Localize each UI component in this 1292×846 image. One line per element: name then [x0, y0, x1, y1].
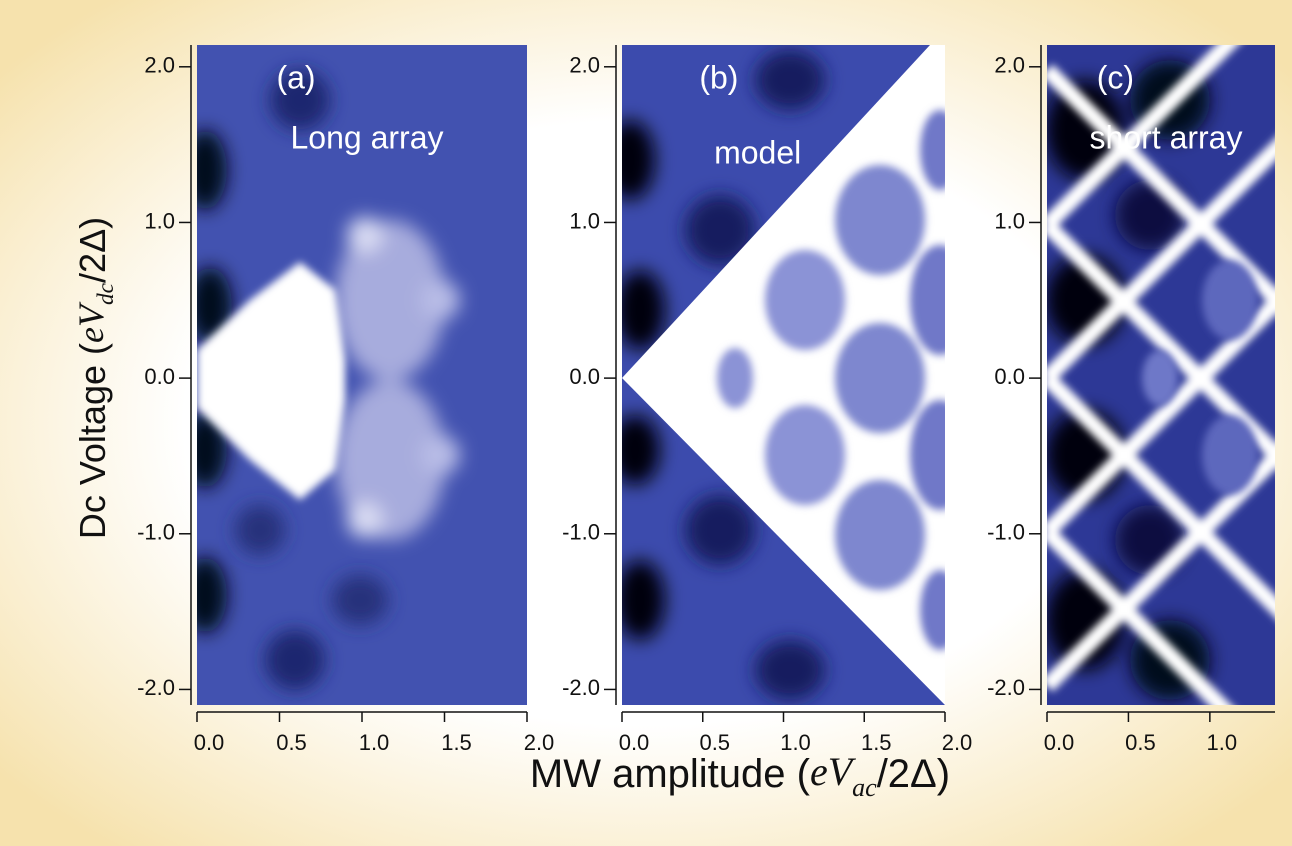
annotation: model	[714, 134, 801, 170]
annotation: short array	[1090, 119, 1243, 155]
y-tick-label: -2.0	[562, 675, 600, 700]
x-tick-label: 2.0	[524, 730, 555, 755]
panel-text: (c) short array	[1090, 59, 1243, 155]
y-tick-label: 1.0	[569, 208, 600, 233]
heatmap-a	[197, 45, 527, 705]
x-tick-label: 0.5	[699, 730, 730, 755]
panel-text: (a) Long array	[276, 59, 443, 155]
y-tick-label: 1.0	[994, 208, 1025, 233]
x-tick-label: 0.0	[194, 730, 225, 755]
y-tick-label: 0.0	[569, 364, 600, 389]
x-tick-label: 0.0	[619, 730, 650, 755]
x-tick-label: 1.0	[359, 730, 390, 755]
y-tick-label: 0.0	[994, 364, 1025, 389]
panel-label: (a)	[276, 59, 315, 95]
y-tick-label: 2.0	[994, 53, 1025, 78]
label-part: eV	[810, 749, 857, 794]
x-axis-label: MW amplitude (eVac/2Δ)	[530, 749, 950, 802]
label-part: eV	[71, 301, 111, 343]
annotation: Long array	[291, 119, 444, 155]
label-part: MW amplitude (	[530, 752, 811, 796]
label-part: /2Δ)	[877, 752, 950, 796]
y-tick-label: 2.0	[144, 53, 175, 78]
label-part: Dc Voltage (	[72, 343, 113, 539]
y-tick-label: 2.0	[569, 53, 600, 78]
panel-label: (b)	[699, 59, 738, 95]
label-part: ac	[852, 773, 877, 802]
label-part: dc	[93, 282, 119, 305]
y-tick-label: -1.0	[137, 520, 175, 545]
y-tick-label: -1.0	[562, 520, 600, 545]
x-tick-label: 1.5	[861, 730, 892, 755]
x-tick-label: 1.0	[1207, 730, 1238, 755]
x-tick-label: 0.5	[1125, 730, 1156, 755]
x-tick-label: 0.5	[276, 730, 307, 755]
x-tick-label: 1.0	[780, 730, 811, 755]
y-axis-label: Dc Voltage (eVdc/2Δ)	[71, 217, 119, 539]
axes: 2.0 1.0 0.0 -1.0 -2.0 0.0 0.5 1.0 1.5 2.0 (a) Long …	[71, 45, 1275, 802]
panel-text: (b) model	[699, 59, 801, 170]
heatmap-c	[1047, 45, 1275, 705]
y-tick-label: 0.0	[144, 364, 175, 389]
x-tick-label: 0.0	[1044, 730, 1075, 755]
y-tick-label: 1.0	[144, 208, 175, 233]
x-tick-label: 2.0	[942, 730, 973, 755]
label-part: /2Δ)	[72, 217, 113, 283]
x-tick-label: 1.5	[441, 730, 472, 755]
panel-label: (c)	[1097, 59, 1134, 95]
y-tick-label: -1.0	[987, 520, 1025, 545]
heatmap-b	[622, 45, 945, 705]
y-tick-label: -2.0	[137, 675, 175, 700]
y-tick-label: -2.0	[987, 675, 1025, 700]
